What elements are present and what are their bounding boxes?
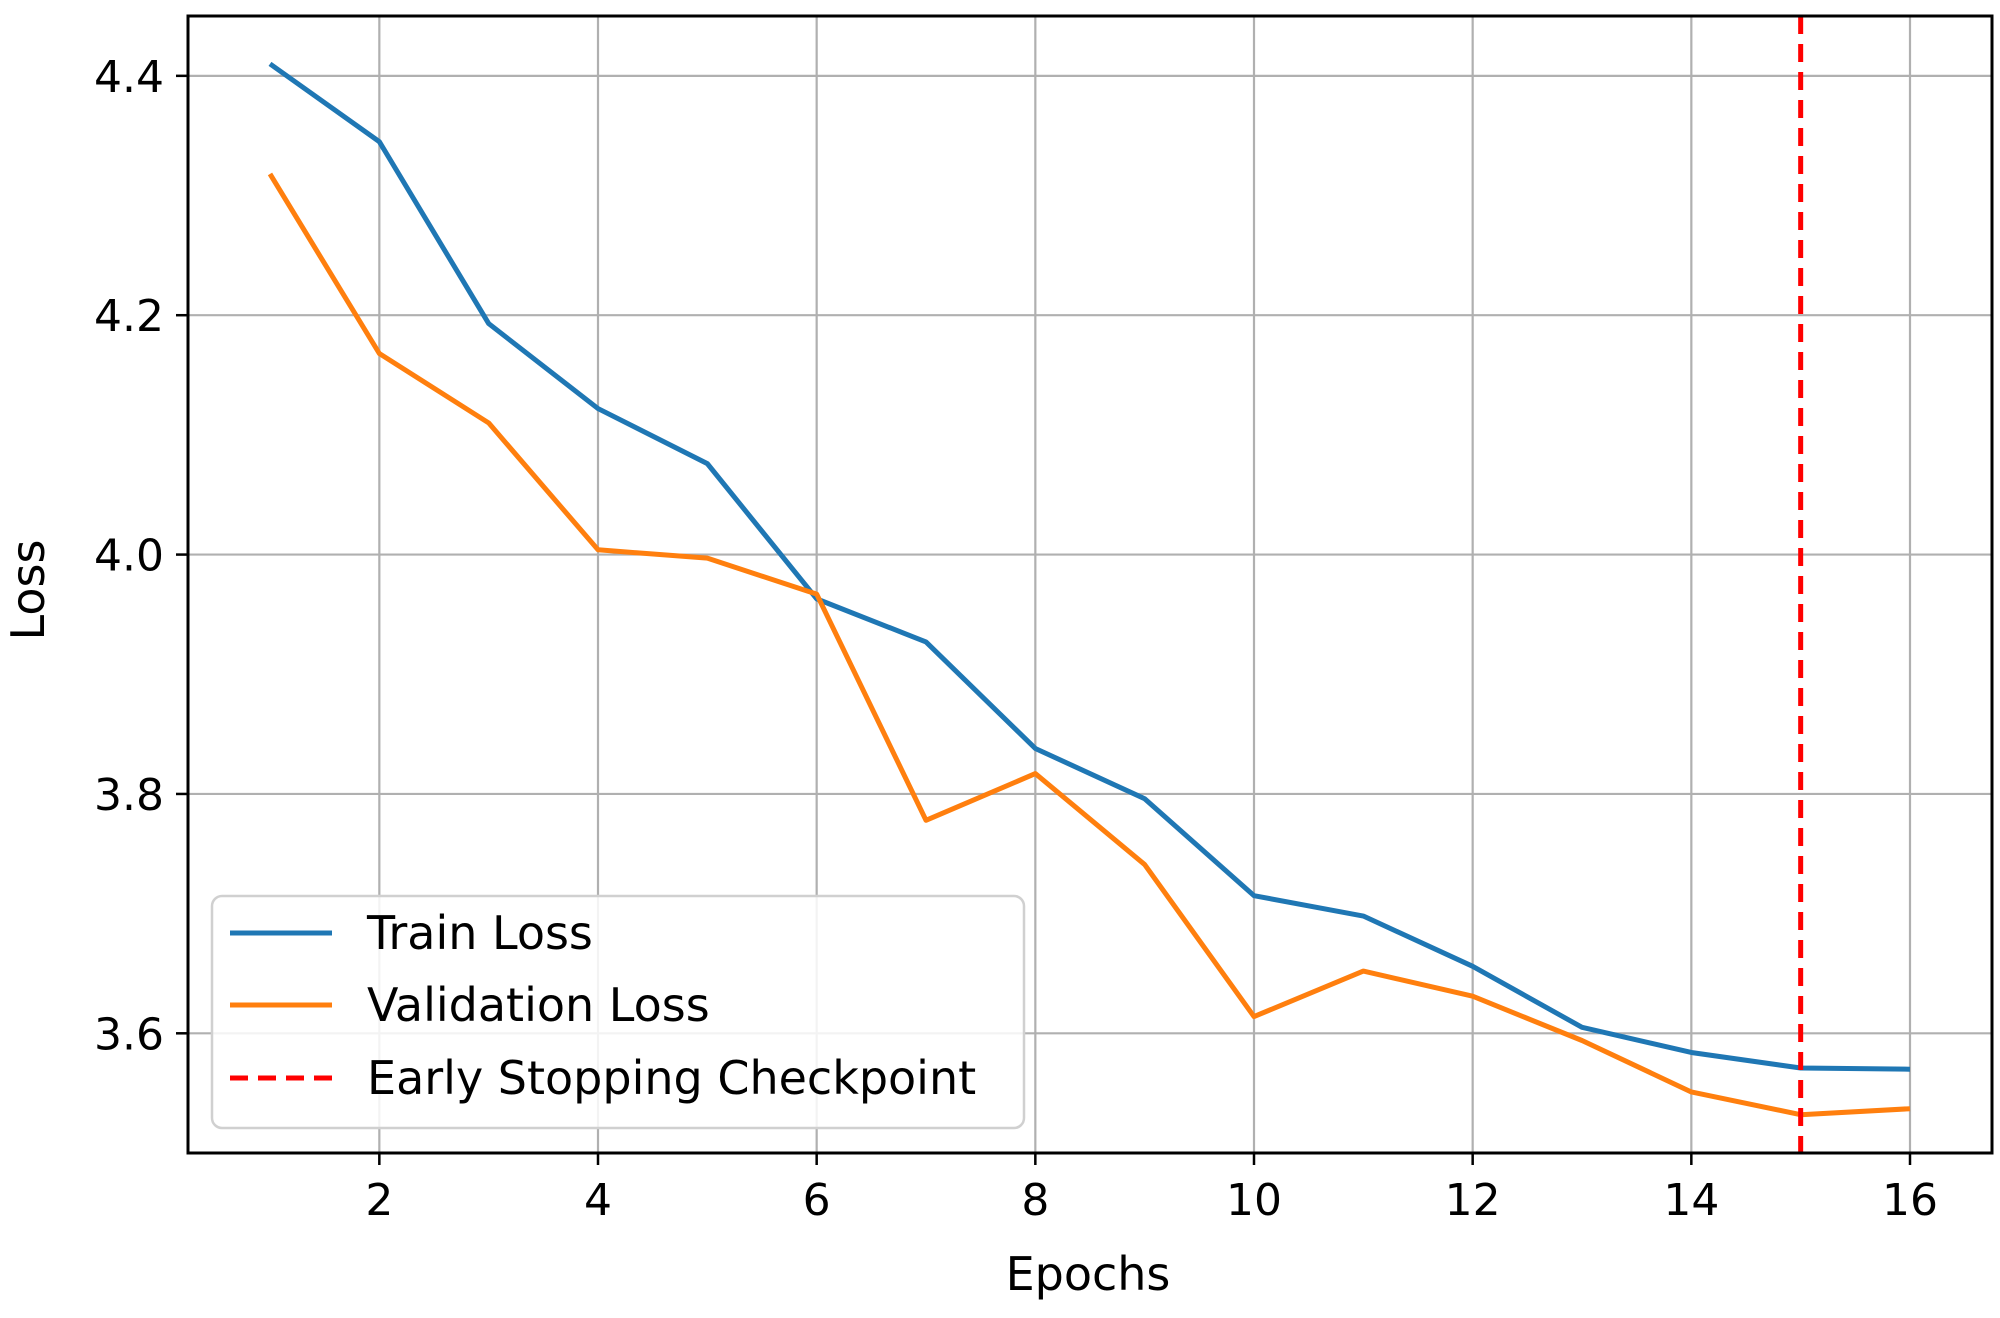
series-line-validation-loss — [267, 172, 1911, 1118]
x-tick-label: 10 — [1226, 1175, 1282, 1226]
grid — [188, 16, 1992, 1153]
series-layer — [267, 61, 1911, 1118]
x-tick-label: 8 — [1021, 1175, 1049, 1226]
y-tick-label: 4.2 — [94, 291, 164, 342]
y-tick-label: 3.8 — [94, 770, 164, 821]
x-axis-label: Epochs — [1006, 1247, 1171, 1301]
y-tick-label: 4.4 — [94, 52, 164, 103]
x-tick-label: 16 — [1882, 1175, 1938, 1226]
x-tick-label: 4 — [584, 1175, 612, 1226]
legend-label-early-stopping: Early Stopping Checkpoint — [367, 1051, 976, 1105]
legend-label-validation-loss: Validation Loss — [367, 978, 710, 1032]
plot-frame — [186, 14, 1994, 1155]
y-tick-label: 3.6 — [94, 1009, 164, 1060]
y-axis-label: Loss — [1, 540, 55, 641]
x-tick-label: 14 — [1663, 1175, 1719, 1226]
x-tick-label: 12 — [1445, 1175, 1501, 1226]
legend: Train Loss Validation Loss Early Stoppin… — [210, 894, 1026, 1130]
series-line-train-loss — [268, 61, 1911, 1072]
x-tick-label: 6 — [803, 1175, 831, 1226]
legend-box — [210, 894, 1026, 1130]
ticks: 2 4 6 8 10 12 14 16 3.6 3.8 4.0 4.2 4.4 — [94, 52, 1938, 1226]
x-tick-label: 2 — [365, 1175, 393, 1226]
legend-label-train-loss: Train Loss — [366, 906, 593, 960]
y-tick-label: 4.0 — [94, 531, 164, 582]
